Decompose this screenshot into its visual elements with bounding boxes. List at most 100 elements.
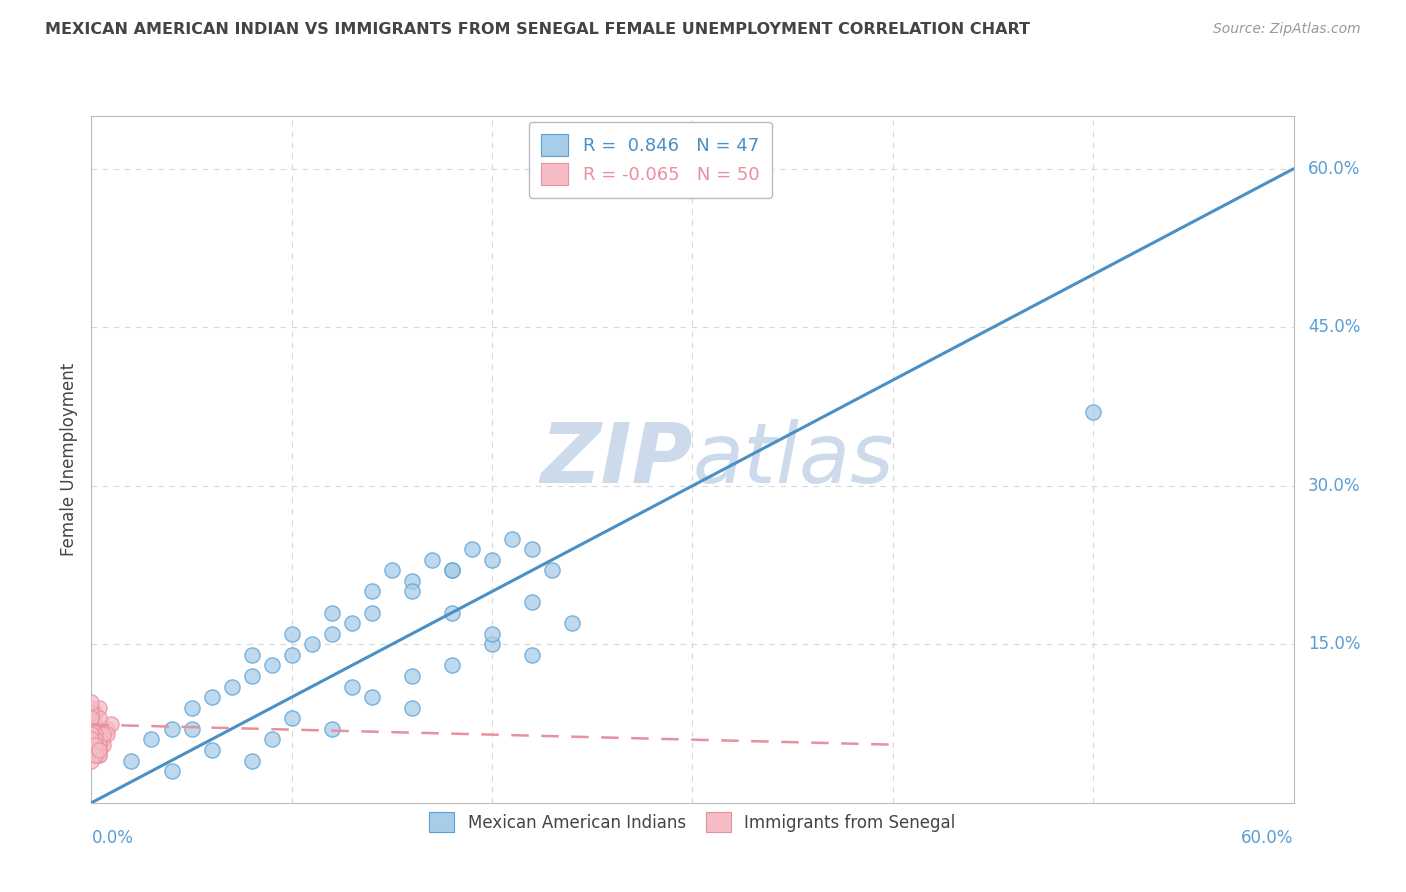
Point <box>80 722 103 736</box>
Point <box>89 748 111 763</box>
Point <box>89 700 111 714</box>
Text: 30.0%: 30.0% <box>1308 477 1361 495</box>
Point <box>89 743 111 757</box>
Point <box>84 748 107 763</box>
Point <box>561 616 583 631</box>
Point <box>440 563 463 577</box>
Point <box>180 722 202 736</box>
Point <box>541 563 564 577</box>
Point <box>80 700 103 714</box>
Point <box>321 626 343 640</box>
Point <box>522 542 544 557</box>
Point <box>80 722 103 736</box>
Point <box>121 754 143 768</box>
Point <box>141 732 163 747</box>
Point <box>522 595 544 609</box>
Point <box>89 738 111 752</box>
Point <box>80 732 103 747</box>
Point <box>160 764 183 778</box>
Point <box>84 706 107 720</box>
Point <box>281 711 304 725</box>
Point <box>80 754 103 768</box>
Point <box>84 727 107 741</box>
Point <box>401 700 423 714</box>
Point <box>240 669 263 683</box>
Point <box>84 738 107 752</box>
Point <box>84 748 107 763</box>
Point <box>80 738 103 752</box>
Point <box>201 743 224 757</box>
Text: ZIP: ZIP <box>540 419 692 500</box>
Point <box>420 553 443 567</box>
Point <box>89 743 111 757</box>
Point <box>281 648 304 662</box>
Point <box>240 648 263 662</box>
Point <box>360 606 382 620</box>
Text: 45.0%: 45.0% <box>1308 318 1361 336</box>
Point <box>84 738 107 752</box>
Text: MEXICAN AMERICAN INDIAN VS IMMIGRANTS FROM SENEGAL FEMALE UNEMPLOYMENT CORRELATI: MEXICAN AMERICAN INDIAN VS IMMIGRANTS FR… <box>45 22 1031 37</box>
Point <box>84 716 107 731</box>
Y-axis label: Female Unemployment: Female Unemployment <box>59 363 77 556</box>
Point <box>240 754 263 768</box>
Point <box>381 563 404 577</box>
Point <box>461 542 484 557</box>
Point <box>80 743 103 757</box>
Point <box>89 738 111 752</box>
Point <box>1083 405 1105 419</box>
Point <box>401 574 423 588</box>
Point <box>80 695 103 709</box>
Point <box>321 722 343 736</box>
Point <box>160 722 183 736</box>
Point <box>80 722 103 736</box>
Point <box>80 706 103 720</box>
Text: 15.0%: 15.0% <box>1308 635 1361 653</box>
Point <box>260 732 283 747</box>
Point <box>501 532 523 546</box>
Point <box>401 584 423 599</box>
Point <box>440 658 463 673</box>
Point <box>89 727 111 741</box>
Point <box>80 743 103 757</box>
Point <box>481 626 503 640</box>
Point <box>80 711 103 725</box>
Point <box>84 732 107 747</box>
Point <box>96 722 118 736</box>
Point <box>93 727 115 741</box>
Point <box>80 711 103 725</box>
Legend: Mexican American Indians, Immigrants from Senegal: Mexican American Indians, Immigrants fro… <box>423 805 962 839</box>
Point <box>440 606 463 620</box>
Point <box>84 743 107 757</box>
Point <box>84 743 107 757</box>
Point <box>301 637 323 651</box>
Point <box>89 748 111 763</box>
Point <box>84 732 107 747</box>
Point <box>481 637 503 651</box>
Point <box>96 727 118 741</box>
Point <box>281 626 304 640</box>
Point <box>89 711 111 725</box>
Text: Source: ZipAtlas.com: Source: ZipAtlas.com <box>1213 22 1361 37</box>
Point <box>522 648 544 662</box>
Point <box>84 743 107 757</box>
Point <box>80 711 103 725</box>
Point <box>84 738 107 752</box>
Point <box>401 669 423 683</box>
Point <box>360 690 382 705</box>
Point <box>93 738 115 752</box>
Point <box>201 690 224 705</box>
Point <box>221 680 243 694</box>
Point <box>340 680 363 694</box>
Point <box>100 716 122 731</box>
Point <box>440 563 463 577</box>
Point <box>84 743 107 757</box>
Point <box>180 700 202 714</box>
Text: atlas: atlas <box>692 419 894 500</box>
Point <box>89 732 111 747</box>
Point <box>89 732 111 747</box>
Point <box>80 727 103 741</box>
Point <box>93 727 115 741</box>
Point <box>93 732 115 747</box>
Point <box>260 658 283 673</box>
Point <box>84 748 107 763</box>
